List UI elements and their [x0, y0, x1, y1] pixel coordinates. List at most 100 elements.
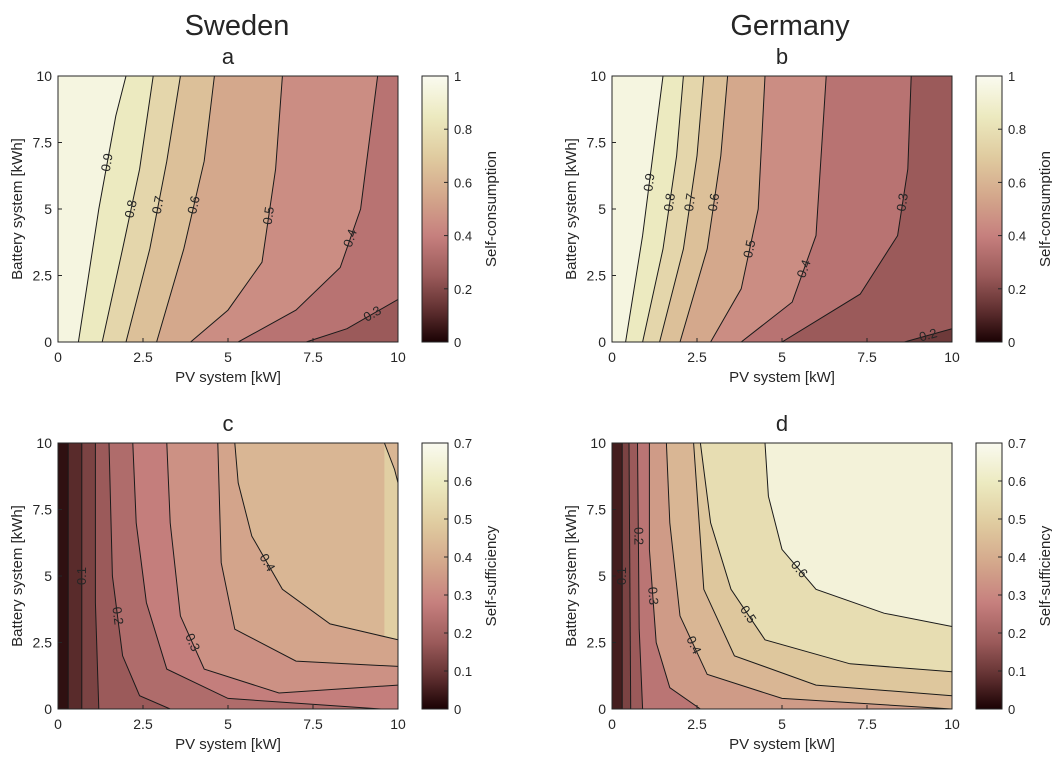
x-tick-label: 7.5: [303, 716, 323, 732]
contour-label: 0.5: [260, 206, 277, 226]
colorbar-label: Self-sufficiency: [483, 525, 500, 626]
colorbar-label: Self-sufficiency: [1037, 525, 1052, 626]
contour-line: [156, 76, 215, 342]
x-tick-label: 10: [944, 349, 960, 365]
contour-line: [306, 298, 398, 342]
column-title-sweden: Sweden: [185, 10, 290, 42]
y-tick-label: 5: [44, 568, 52, 584]
contour-label: 0.4: [683, 634, 704, 657]
x-axis-label: PV system [kW]: [175, 369, 281, 386]
contour-line: [217, 443, 398, 667]
colorbar: 0 0.2 0.4 0.6 0.8 1 Self-consumption: [421, 69, 500, 350]
contour-region: [612, 76, 663, 342]
contour-line: [904, 328, 952, 342]
colorbar-tick-label: 0.3: [454, 588, 472, 603]
colorbar-tick-label: 0.2: [1008, 626, 1026, 641]
contour-lines: 0.90.8 0.7 0.6 0.5 0.4 0.3 0.2: [625, 76, 952, 344]
colorbar-gradient: [975, 442, 1003, 710]
contour-line: [132, 443, 382, 709]
y-tick-label: 7.5: [587, 502, 607, 518]
colorbar: 0 0.2 0.4 0.6 0.8 1 Self-consumption: [975, 69, 1052, 350]
contour-line: [101, 76, 154, 342]
contour-line: [94, 443, 100, 709]
colorbar: 0 0.1 0.2 0.3 0.4 0.5 0.6 0.7 Self-sufficiency: [975, 436, 1052, 717]
contour-label: 0.2: [917, 325, 938, 344]
colorbar-tick-label: 0.5: [454, 512, 472, 527]
colorbar-tick-label: 0.6: [454, 474, 472, 489]
x-tick-label: 10: [390, 716, 406, 732]
contour-line: [665, 443, 952, 709]
contour-label: 0.3: [182, 631, 203, 654]
colorbar-tick-label: 0.1: [454, 664, 472, 679]
x-axis-label: PV system [kW]: [729, 736, 835, 753]
contour-line: [781, 76, 912, 342]
colorbar-tick-label: 0.8: [454, 122, 472, 137]
x-tick-label: 0: [608, 349, 616, 365]
y-tick-label: 7.5: [33, 135, 53, 151]
contour-fills: [58, 76, 398, 342]
contour-line: [166, 443, 398, 694]
x-tick-label: 2.5: [687, 716, 707, 732]
x-tick-label: 7.5: [303, 349, 323, 365]
x-axis-label: PV system [kW]: [175, 736, 281, 753]
contour-line: [125, 76, 181, 342]
y-tick-label: 2.5: [587, 268, 607, 284]
x-tick-label: 5: [778, 349, 786, 365]
y-tick-label: 10: [590, 68, 606, 84]
contour-line: [234, 443, 398, 641]
x-tick-label: 10: [390, 349, 406, 365]
x-tick-label: 7.5: [857, 716, 877, 732]
x-tick-label: 5: [778, 716, 786, 732]
colorbar-tick-label: 0.4: [1008, 550, 1026, 565]
contour-lines: 0.90.8 0.7 0.60.50.40.3: [77, 76, 398, 342]
y-tick-label: 10: [36, 435, 52, 451]
contour-fills: [58, 443, 398, 709]
contour-line: [77, 76, 127, 342]
contour-region: [58, 76, 126, 342]
x-tick-label: 2.5: [133, 349, 153, 365]
x-tick-label: 0: [54, 349, 62, 365]
colorbar-tick-label: 1: [454, 69, 461, 84]
contour-line: [764, 443, 952, 627]
y-tick-label: 0: [598, 334, 606, 350]
x-tick-label: 7.5: [857, 349, 877, 365]
contour-label: 0.1: [74, 567, 89, 585]
y-axis-label: Battery system [kWh]: [9, 138, 26, 280]
y-axis-label: Battery system [kWh]: [563, 138, 580, 280]
panel-label: a: [222, 44, 235, 69]
colorbar-tick-label: 0.6: [1008, 175, 1026, 190]
column-title-germany: Germany: [730, 10, 850, 42]
contour-line: [625, 76, 664, 342]
contour-label: 0.8: [121, 198, 139, 219]
contour-label: 0.3: [893, 192, 911, 212]
panel-label: b: [776, 44, 788, 69]
contour-line: [648, 443, 701, 709]
contour-line: [740, 76, 827, 342]
contour-label: 0.9: [98, 152, 116, 172]
y-tick-label: 7.5: [33, 502, 53, 518]
contour-label: 0.4: [340, 227, 360, 249]
colorbar-tick-label: 0.7: [1008, 436, 1026, 451]
colorbar-tick-label: 0: [454, 335, 461, 350]
y-tick-label: 5: [44, 201, 52, 217]
contour-label: 0.8: [661, 192, 678, 212]
contour-label: 0.2: [109, 606, 126, 626]
colorbar-tick-label: 0: [1008, 335, 1015, 350]
colorbar-label: Self-consumption: [1037, 151, 1052, 267]
colorbar-tick-label: 0.6: [1008, 474, 1026, 489]
colorbar: 0 0.1 0.2 0.3 0.4 0.5 0.6 0.7 Self-sufficiency: [421, 436, 500, 717]
colorbar-tick-label: 1: [1008, 69, 1015, 84]
y-tick-label: 5: [598, 201, 606, 217]
panel-label: c: [223, 411, 234, 436]
panel-label: d: [776, 411, 788, 436]
y-tick-label: 2.5: [587, 635, 607, 651]
y-tick-label: 0: [44, 334, 52, 350]
panel-b: 0.90.8 0.7 0.60.50.40.30.20 2.5 5 7.5 1002.557…: [563, 44, 1052, 386]
x-tick-label: 5: [224, 349, 232, 365]
y-tick-label: 2.5: [33, 635, 53, 651]
y-tick-label: 0: [44, 701, 52, 717]
panel-d: 0.1 0.2 0.3 0.4 0.5 0.6 0 2.5 5 7.5 10 0 2.5 5 7.5 10 PV…: [563, 411, 1052, 753]
colorbar-gradient: [975, 75, 1003, 343]
panels: 0.90.8 0.7 0.60.50.40.30 2.5 5 7.5 1002.557.51…: [9, 44, 1052, 753]
